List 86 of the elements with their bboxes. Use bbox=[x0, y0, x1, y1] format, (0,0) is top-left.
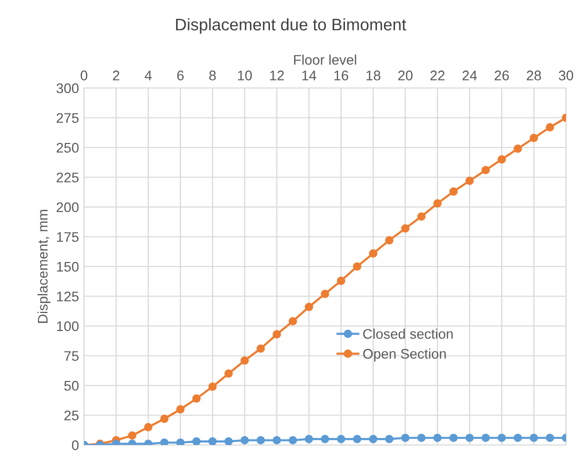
y-tick-label: 125 bbox=[57, 292, 79, 302]
y-tick-label: 225 bbox=[56, 172, 79, 182]
point bbox=[176, 438, 185, 445]
point bbox=[417, 212, 426, 221]
point bbox=[465, 434, 474, 442]
point bbox=[498, 155, 506, 164]
point bbox=[256, 436, 265, 444]
point bbox=[208, 382, 217, 391]
point bbox=[530, 134, 538, 142]
x-tick-label: 4 bbox=[144, 70, 152, 80]
x-tick-label: 2 bbox=[112, 70, 120, 80]
point bbox=[192, 394, 201, 403]
point bbox=[336, 276, 346, 285]
y-tick-label: 150 bbox=[57, 262, 79, 272]
point bbox=[288, 317, 298, 326]
point bbox=[224, 369, 233, 378]
x-tick-label: 12 bbox=[270, 70, 284, 80]
legend-label: Open Section bbox=[363, 348, 446, 362]
point bbox=[546, 434, 554, 442]
x-tick-label: 10 bbox=[238, 70, 252, 80]
y-axis-title: Displacement, mm bbox=[37, 210, 50, 323]
x-tick-label: 28 bbox=[526, 70, 541, 80]
x-tick-label: 20 bbox=[398, 70, 413, 80]
point bbox=[304, 434, 314, 444]
x-tick-label: 8 bbox=[209, 70, 216, 80]
point bbox=[514, 144, 522, 153]
x-tick-label: 30 bbox=[558, 70, 574, 80]
point bbox=[240, 356, 249, 365]
point bbox=[449, 434, 458, 442]
point bbox=[385, 434, 394, 444]
point bbox=[530, 434, 538, 442]
y-tick-label: 300 bbox=[56, 83, 79, 94]
y-tick-label: 250 bbox=[56, 142, 79, 153]
legend-label: Closed section bbox=[363, 328, 453, 339]
point bbox=[304, 302, 314, 312]
point bbox=[514, 434, 522, 442]
point bbox=[288, 436, 298, 444]
point bbox=[352, 434, 362, 444]
point bbox=[449, 187, 458, 196]
y-tick-label: 100 bbox=[57, 321, 79, 332]
point bbox=[336, 434, 346, 444]
point bbox=[160, 438, 168, 445]
x-tick-label: 24 bbox=[462, 70, 477, 80]
x-tick-label: 26 bbox=[494, 70, 509, 80]
point bbox=[385, 236, 394, 244]
point bbox=[256, 344, 265, 353]
x-tick-label: 18 bbox=[366, 70, 380, 80]
x-tick-label: 0 bbox=[80, 70, 88, 80]
point bbox=[498, 434, 506, 442]
point bbox=[546, 123, 554, 132]
point bbox=[417, 434, 426, 442]
point bbox=[369, 249, 378, 258]
point bbox=[144, 422, 152, 432]
y-tick-label: 175 bbox=[57, 232, 79, 242]
x-tick-label: 22 bbox=[430, 70, 444, 80]
x-axis-title: Floor level bbox=[294, 54, 356, 65]
y-tick-label: 200 bbox=[56, 202, 79, 212]
point bbox=[128, 431, 136, 440]
y-tick-label: 0 bbox=[72, 440, 79, 450]
x-tick-label: 6 bbox=[177, 70, 184, 80]
point bbox=[401, 434, 410, 442]
y-tick-label: 275 bbox=[56, 113, 79, 123]
point bbox=[433, 199, 442, 208]
x-tick-label: 16 bbox=[334, 70, 348, 80]
point bbox=[320, 434, 330, 444]
point bbox=[192, 437, 201, 445]
point bbox=[352, 262, 362, 271]
y-tick-label: 75 bbox=[64, 351, 79, 361]
point bbox=[160, 414, 168, 423]
point bbox=[320, 290, 330, 298]
point bbox=[369, 434, 378, 444]
y-tick-label: 50 bbox=[64, 380, 79, 391]
x-tick-label: 14 bbox=[302, 70, 316, 80]
point bbox=[224, 437, 233, 445]
point bbox=[208, 437, 217, 445]
point bbox=[433, 434, 442, 442]
y-tick-label: 25 bbox=[64, 410, 79, 420]
point bbox=[176, 405, 185, 414]
chart-title: Displacement due to Bimoment bbox=[176, 18, 406, 34]
point bbox=[272, 436, 281, 444]
point bbox=[482, 434, 490, 442]
point bbox=[482, 166, 490, 174]
point bbox=[272, 330, 281, 338]
point bbox=[401, 224, 410, 233]
point bbox=[240, 436, 249, 444]
point bbox=[465, 176, 474, 185]
